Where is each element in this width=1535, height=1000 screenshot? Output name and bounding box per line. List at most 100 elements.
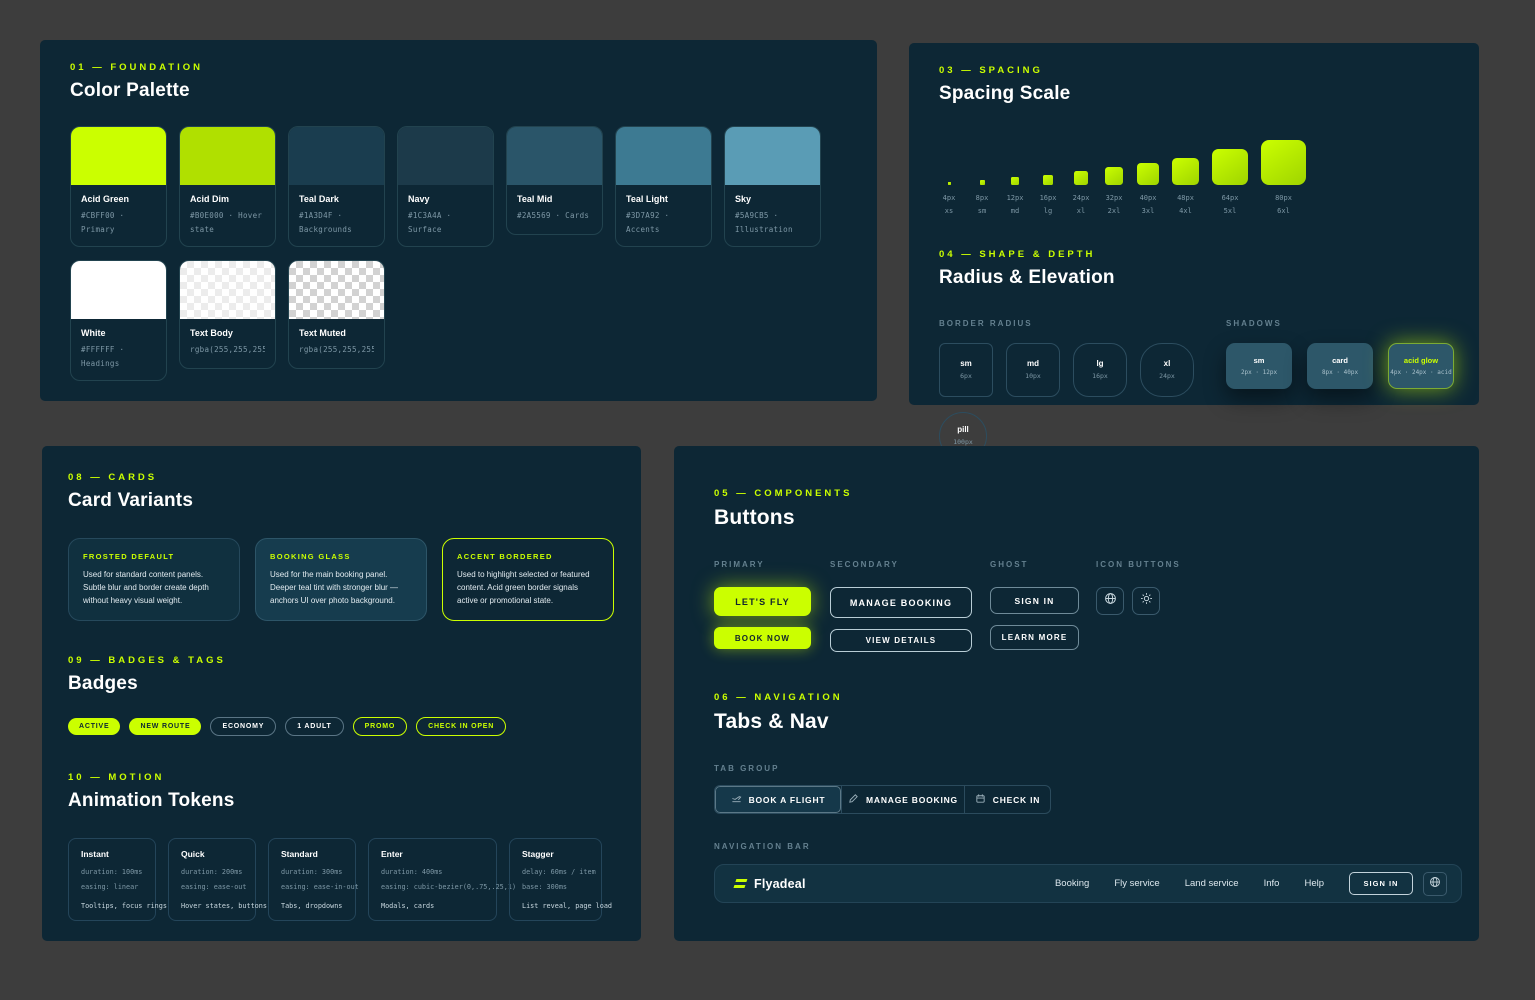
shadows-label: SHADOWS	[1226, 318, 1282, 328]
badge-active[interactable]: ACTIVE	[68, 718, 121, 736]
section-title: Animation Tokens	[68, 790, 235, 812]
ghost-button-group: GHOST SIGN IN LEARN MORE	[990, 560, 1096, 652]
border-radius-label: BORDER RADIUS	[939, 318, 1033, 328]
nav-globe-button[interactable]	[1423, 871, 1447, 896]
shadow-demo-card: card 8px · 40px	[1307, 342, 1373, 389]
shape-section: 04 — SHAPE & DEPTH Radius & Elevation	[939, 249, 1449, 289]
spacing-step: 64px 5xl	[1212, 139, 1248, 219]
nav-link-help[interactable]: Help	[1304, 878, 1324, 889]
swatch-white: White #FFFFFF · Headings	[70, 260, 167, 381]
card-variant-accent: ACCENT BORDERED Used to highlight select…	[442, 538, 614, 622]
shadow-demo-sm: sm 2px · 12px	[1226, 342, 1292, 389]
swatch-color	[507, 127, 602, 185]
card-variant-label: BOOKING GLASS	[270, 552, 351, 561]
swatch-color-checker	[289, 261, 384, 319]
badge-new-route[interactable]: NEW ROUTE	[129, 718, 202, 736]
cards-panel: 08 — CARDS Card Variants FROSTED DEFAULT…	[42, 446, 641, 941]
spacing-step: 12px md	[1005, 139, 1025, 219]
radius-demo-md: md 10px	[1006, 342, 1060, 397]
ghost-label: GHOST	[990, 560, 1029, 569]
brand[interactable]: Flyadeal	[733, 877, 806, 891]
swatch-color	[725, 127, 820, 185]
secondary-label: SECONDARY	[830, 560, 899, 569]
globe-icon	[1104, 592, 1117, 610]
sun-icon-button[interactable]	[1132, 587, 1160, 615]
swatch-meta: #2A5569 · Cards	[517, 211, 590, 220]
navigation-bar-label: NAVIGATION BAR	[714, 842, 811, 851]
section-kicker: 06 — NAVIGATION	[714, 692, 843, 703]
section-title: Spacing Scale	[939, 83, 1071, 104]
flight-takeoff-icon	[731, 793, 742, 806]
swatch-color	[180, 127, 275, 185]
spacing-step: 24px xl	[1071, 139, 1091, 219]
section-title: Badges	[68, 673, 138, 695]
swatch-acid-dim: Acid Dim #B0E000 · Hover state	[179, 126, 276, 247]
badge-1-adult[interactable]: 1 ADULT	[285, 717, 344, 737]
card-variant-body: Used to highlight selected or featured c…	[457, 570, 590, 605]
card-variant-glass: BOOKING GLASS Used for the main booking …	[255, 538, 427, 622]
swatch-teal-light: Teal Light #3D7A92 · Accents	[615, 126, 712, 247]
swatch-name: Teal Light	[626, 194, 668, 204]
swatch-meta: #FFFFFF · Headings	[81, 345, 125, 368]
tab-label: BOOK A FLIGHT	[748, 794, 826, 805]
swatch-meta: #3D7A92 · Accents	[626, 211, 670, 234]
spacing-step: 8px sm	[972, 139, 992, 219]
section-kicker: 01 — FOUNDATION	[70, 62, 203, 73]
tab-label: CHECK IN	[992, 794, 1041, 805]
tab-check-in[interactable]: CHECK IN	[964, 786, 1050, 813]
swatch-name: Acid Green	[81, 194, 130, 204]
swatch-meta: #B0E000 · Hover state	[190, 211, 263, 234]
spacing-scale: 4px xs 8px sm 12px md 16px lg 24px xl 32px 2xl…	[939, 139, 1449, 219]
globe-icon	[1429, 875, 1441, 893]
view-details-button[interactable]: VIEW DETAILS	[830, 629, 972, 652]
nav-link-booking[interactable]: Booking	[1054, 878, 1090, 889]
section-title: Buttons	[714, 506, 795, 529]
motion-token-enter: Enter duration: 400ms easing: cubic-bezi…	[368, 838, 516, 922]
motion-token-standard: Standard duration: 300ms easing: ease-in…	[268, 838, 359, 922]
swatch-color	[616, 127, 711, 185]
swatch-acid-green: Acid Green #CBFF00 · Primary	[70, 126, 167, 247]
sign-in-button[interactable]: SIGN IN	[990, 587, 1079, 614]
border-radius-group: BORDER RADIUS sm 6px md 10px lg 16px xl 24px…	[939, 313, 1194, 460]
nav-link-info[interactable]: Info	[1263, 878, 1280, 889]
spacing-panel: 03 — SPACING Spacing Scale 4px xs 8px sm 1…	[909, 43, 1479, 460]
swatch-row-2: White #FFFFFF · Headings Text Body rgba(…	[70, 260, 847, 381]
learn-more-button[interactable]: LEARN MORE	[990, 625, 1079, 650]
lets-fly-button[interactable]: LET'S FLY	[714, 587, 811, 616]
tab-group: BOOK A FLIGHT MANAGE BOOKING CHECK IN	[714, 785, 1051, 814]
tab-book-a-flight[interactable]: BOOK A FLIGHT	[715, 786, 841, 813]
section-kicker: 03 — SPACING	[939, 65, 1043, 76]
badge-promo[interactable]: PROMO	[352, 717, 408, 737]
swatch-color-checker	[180, 261, 275, 319]
pencil-icon	[848, 793, 859, 806]
icon-button-group: ICON BUTTONS	[1096, 560, 1181, 652]
swatch-name: Teal Mid	[517, 194, 553, 204]
tab-manage-booking[interactable]: MANAGE BOOKING	[841, 786, 964, 813]
globe-icon-button[interactable]	[1096, 587, 1124, 615]
tab-group-label: TAB GROUP	[714, 764, 780, 773]
swatch-color	[289, 127, 384, 185]
components-panel: 05 — COMPONENTS Buttons PRIMARY LET'S FL…	[674, 446, 1479, 941]
section-title: Card Variants	[68, 490, 194, 511]
card-variant-label: FROSTED DEFAULT	[83, 552, 175, 561]
badge-economy[interactable]: ECONOMY	[210, 717, 277, 737]
nav-links: Booking Fly service Land service Info He…	[1055, 878, 1324, 889]
foundation-panel: 01 — FOUNDATION Color Palette Acid Green…	[40, 40, 877, 401]
swatch-color	[71, 261, 166, 319]
manage-booking-button[interactable]: MANAGE BOOKING	[830, 587, 972, 618]
badge-check-in-open[interactable]: CHECK IN OPEN	[416, 717, 507, 737]
nav-sign-in-button[interactable]: SIGN IN	[1349, 872, 1413, 895]
nav-link-fly-service[interactable]: Fly service	[1114, 878, 1160, 889]
swatch-name: Teal Dark	[299, 194, 339, 204]
radius-demo-sm: sm 6px	[939, 342, 993, 397]
book-now-button[interactable]: BOOK NOW	[714, 627, 811, 649]
swatch-name: White	[81, 328, 106, 338]
swatch-teal-dark: Teal Dark #1A3D4F · Backgrounds	[288, 126, 385, 247]
section-title: Radius & Elevation	[939, 266, 1115, 288]
spacing-step: 48px 4xl	[1172, 139, 1199, 219]
sun-icon	[1140, 592, 1153, 610]
swatch-name: Navy	[408, 194, 430, 204]
nav-link-land-service[interactable]: Land service	[1184, 878, 1239, 889]
shadow-demo-acid-glow: acid glow 4px · 24px · acid	[1388, 342, 1454, 389]
card-variant-frosted: FROSTED DEFAULT Used for standard conten…	[68, 538, 240, 622]
